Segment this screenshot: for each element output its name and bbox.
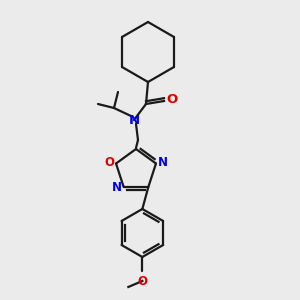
- Text: N: N: [128, 113, 140, 127]
- Text: N: N: [112, 182, 122, 194]
- Text: O: O: [166, 93, 177, 106]
- Text: N: N: [158, 156, 168, 169]
- Text: O: O: [104, 156, 114, 169]
- Text: O: O: [137, 275, 147, 288]
